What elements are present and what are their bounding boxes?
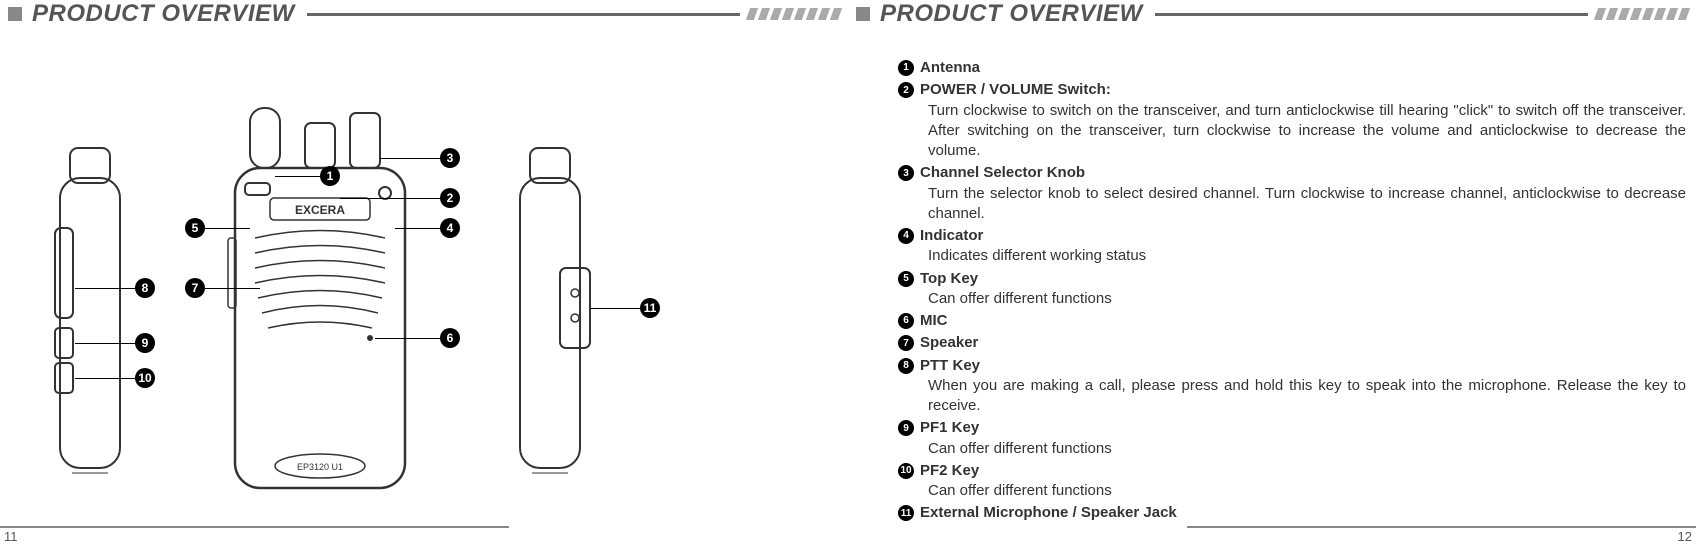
num-circle-9: 9 [898,420,914,436]
num-circle-8: 8 [898,358,914,374]
item-7: 7 Speaker [898,333,1686,353]
item-1: 1 Antenna [898,58,1686,78]
item-desc-8: When you are making a call, please press… [928,376,1686,417]
item-title-4: Indicator [920,226,983,246]
footer-line-left [0,526,509,528]
header-title-left: PRODUCT OVERVIEW [32,0,295,28]
callout-6: 6 [440,328,460,348]
header-left: PRODUCT OVERVIEW [0,0,848,28]
num-circle-10: 10 [898,463,914,479]
callout-3: 3 [440,148,460,168]
callout-line [340,198,440,199]
item-5: 5 Top Key Can offer different functions [898,269,1686,310]
item-4: 4 Indicator Indicates different working … [898,226,1686,267]
item-title-6: MIC [920,311,948,331]
item-desc-10: Can offer different functions [928,481,1686,501]
item-9: 9 PF1 Key Can offer different functions [898,418,1686,459]
num-circle-2: 2 [898,82,914,98]
callout-line [75,378,135,379]
item-11: 11 External Microphone / Speaker Jack [898,503,1686,523]
page-left: PRODUCT OVERVIEW [0,0,848,550]
callout-line [375,338,440,339]
callout-line [205,288,260,289]
item-title-3: Channel Selector Knob [920,163,1085,183]
header-square-icon [856,7,870,21]
callout-8: 8 [135,278,155,298]
item-desc-9: Can offer different functions [928,439,1686,459]
num-circle-3: 3 [898,165,914,181]
item-3: 3 Channel Selector Knob Turn the selecto… [898,163,1686,224]
header-stripes-left [748,8,840,20]
item-6: 6 MIC [898,311,1686,331]
num-circle-6: 6 [898,313,914,329]
item-2: 2 POWER / VOLUME Switch: Turn clockwise … [898,80,1686,161]
num-circle-5: 5 [898,271,914,287]
footer-line-right [1187,526,1696,528]
page-number-left: 11 [4,529,18,544]
callout-5: 5 [185,218,205,238]
item-title-7: Speaker [920,333,978,353]
header-line-right [1155,13,1588,16]
item-desc-5: Can offer different functions [928,289,1686,309]
item-8: 8 PTT Key When you are making a call, pl… [898,356,1686,417]
callout-9: 9 [135,333,155,353]
header-square-icon [8,7,22,21]
callout-line [75,343,135,344]
item-title-5: Top Key [920,269,978,289]
callout-2: 2 [440,188,460,208]
item-title-1: Antenna [920,58,980,78]
item-title-10: PF2 Key [920,461,979,481]
model-label: EP3120 U1 [297,462,343,472]
page-number-right: 12 [1678,529,1692,544]
num-circle-7: 7 [898,335,914,351]
callout-10: 10 [135,368,155,388]
header-title-right: PRODUCT OVERVIEW [880,0,1143,28]
callout-line [205,228,250,229]
callout-line [395,228,440,229]
callout-7: 7 [185,278,205,298]
radio-front-icon: EXCERA EP3120 U1 [210,98,430,518]
radio-side-left-icon [30,118,150,498]
page-right: PRODUCT OVERVIEW 1 Antenna 2 POWER / VOL… [848,0,1696,550]
callout-line [380,158,440,159]
callout-line [590,308,640,309]
num-circle-1: 1 [898,60,914,76]
num-circle-4: 4 [898,228,914,244]
item-title-11: External Microphone / Speaker Jack [920,503,1177,523]
diagram-area: EXCERA EP3120 U1 [0,58,848,498]
callout-line [275,176,320,177]
header-stripes-right [1596,8,1688,20]
header-right: PRODUCT OVERVIEW [848,0,1696,28]
item-desc-4: Indicates different working status [928,246,1686,266]
callout-11: 11 [640,298,660,318]
callout-1: 1 [320,166,340,186]
item-title-2: POWER / VOLUME Switch: [920,80,1111,100]
brand-label: EXCERA [295,203,345,217]
header-line-left [307,13,740,16]
num-circle-11: 11 [898,505,914,521]
item-title-9: PF1 Key [920,418,979,438]
callout-4: 4 [440,218,460,238]
item-desc-3: Turn the selector knob to select desired… [928,184,1686,225]
item-10: 10 PF2 Key Can offer different functions [898,461,1686,502]
item-title-8: PTT Key [920,356,980,376]
callout-line [75,288,135,289]
text-content: 1 Antenna 2 POWER / VOLUME Switch: Turn … [848,28,1696,524]
item-desc-2: Turn clockwise to switch on the transcei… [928,101,1686,162]
